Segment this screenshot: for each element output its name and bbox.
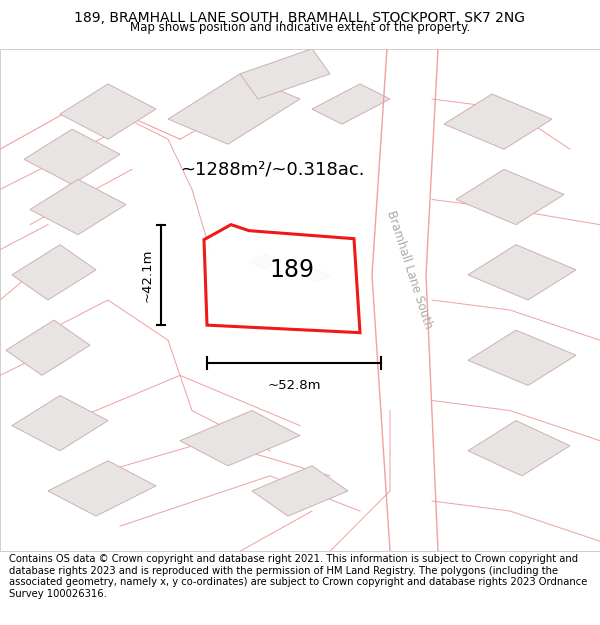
Polygon shape — [252, 466, 348, 516]
Polygon shape — [24, 129, 120, 184]
Polygon shape — [168, 74, 300, 144]
Polygon shape — [468, 330, 576, 386]
Polygon shape — [456, 169, 564, 224]
Polygon shape — [48, 461, 156, 516]
Polygon shape — [468, 245, 576, 300]
Text: Map shows position and indicative extent of the property.: Map shows position and indicative extent… — [130, 21, 470, 34]
Text: ~52.8m: ~52.8m — [267, 379, 321, 392]
Polygon shape — [240, 49, 330, 99]
Polygon shape — [312, 84, 390, 124]
Polygon shape — [180, 411, 300, 466]
Polygon shape — [12, 396, 108, 451]
Polygon shape — [12, 245, 96, 300]
Text: 189: 189 — [269, 258, 314, 282]
Text: ~42.1m: ~42.1m — [140, 248, 154, 302]
Polygon shape — [303, 269, 330, 282]
Polygon shape — [468, 421, 570, 476]
Text: ~1288m²/~0.318ac.: ~1288m²/~0.318ac. — [180, 161, 365, 178]
Text: Contains OS data © Crown copyright and database right 2021. This information is : Contains OS data © Crown copyright and d… — [9, 554, 587, 599]
Polygon shape — [6, 320, 90, 376]
Polygon shape — [60, 84, 156, 139]
Polygon shape — [444, 94, 552, 149]
Polygon shape — [204, 224, 360, 332]
Polygon shape — [249, 254, 281, 269]
Text: Bramhall Lane South: Bramhall Lane South — [385, 209, 435, 331]
Polygon shape — [30, 179, 126, 234]
Text: 189, BRAMHALL LANE SOUTH, BRAMHALL, STOCKPORT, SK7 2NG: 189, BRAMHALL LANE SOUTH, BRAMHALL, STOC… — [74, 11, 526, 25]
